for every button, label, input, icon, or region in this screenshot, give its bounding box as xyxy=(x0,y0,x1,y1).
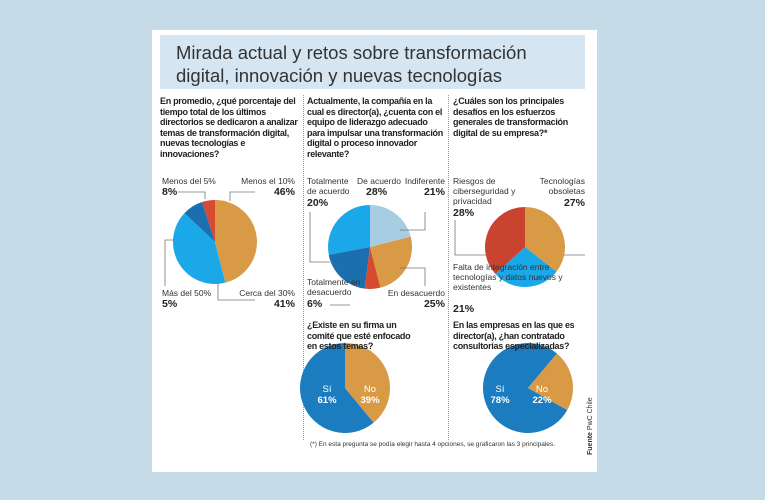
pie-slice xyxy=(184,202,215,242)
value-label: 46% xyxy=(273,186,295,198)
value-label: 21% xyxy=(453,303,475,315)
label: Cerca del 30% xyxy=(239,288,295,298)
divider xyxy=(303,95,304,440)
pie-slice xyxy=(328,205,370,255)
label: Menos el 10% xyxy=(241,176,295,186)
pie-slice xyxy=(528,353,573,410)
chart-4-question: ¿Existe en su firma un comité que esté e… xyxy=(307,320,411,351)
label: Tecnologías obsoletas xyxy=(539,176,585,196)
value-label: 27% xyxy=(563,197,585,209)
label: Menos del 5% xyxy=(162,176,216,186)
value-label: 20% xyxy=(307,197,329,209)
footnote: (*) En esta pregunta se podía elegir has… xyxy=(310,441,555,448)
label: En desacuerdo xyxy=(387,288,445,298)
slice-label: No 39% xyxy=(360,384,380,406)
chart-3-question: ¿Cuáles son los principales desafíos en … xyxy=(453,96,568,138)
chart-1-question: En promedio, ¿qué porcentaje del tiempo … xyxy=(160,96,298,159)
pie-slice xyxy=(525,207,565,272)
pie-slice xyxy=(345,343,390,423)
pie-slice xyxy=(495,247,557,287)
leader-lines xyxy=(164,191,585,306)
source: Fuente PwC Chile xyxy=(587,397,594,455)
label: Falta de integración entre tecnologías y… xyxy=(453,262,563,292)
value-label: 6% xyxy=(307,298,323,310)
label: Indiferente xyxy=(404,176,445,186)
label: Más del 50% xyxy=(162,288,212,298)
pie-slice xyxy=(482,343,568,433)
value-label: 5% xyxy=(162,298,178,310)
value-label: 21% xyxy=(423,186,445,198)
pie-slice xyxy=(364,247,381,290)
value-label: 25% xyxy=(423,298,445,310)
pie-slice xyxy=(299,343,374,433)
pie-slice xyxy=(173,213,226,284)
value-label: 41% xyxy=(273,298,295,310)
slice-label: Sí 78% xyxy=(490,384,510,406)
label: Riesgos de ciberseguridad y privacidad xyxy=(453,176,516,206)
value-label: 8% xyxy=(162,186,178,198)
pie-slice xyxy=(485,207,525,275)
value-label: 28% xyxy=(366,186,388,198)
chart-2-question: Actualmente, la compañía en la cual es d… xyxy=(307,96,443,159)
page-title: Mirada actual y retos sobre transformaci… xyxy=(176,42,527,86)
label: De acuerdo xyxy=(357,176,401,186)
divider xyxy=(448,95,449,440)
chart-5-question: En las empresas en las que es director(a… xyxy=(453,320,575,351)
pie-slice xyxy=(370,205,411,247)
pie-slice xyxy=(328,247,370,289)
title-box xyxy=(160,35,585,89)
slice-label: Sí 61% xyxy=(317,384,337,406)
value-label: 28% xyxy=(453,207,475,219)
label: Totalmente de acuerdo xyxy=(307,176,350,196)
pie-slice xyxy=(370,236,412,288)
pie-slice xyxy=(202,200,215,242)
label: Totalmente en desacuerdo xyxy=(307,277,361,297)
slice-label: No 22% xyxy=(532,384,552,406)
pie-slice xyxy=(215,200,257,283)
